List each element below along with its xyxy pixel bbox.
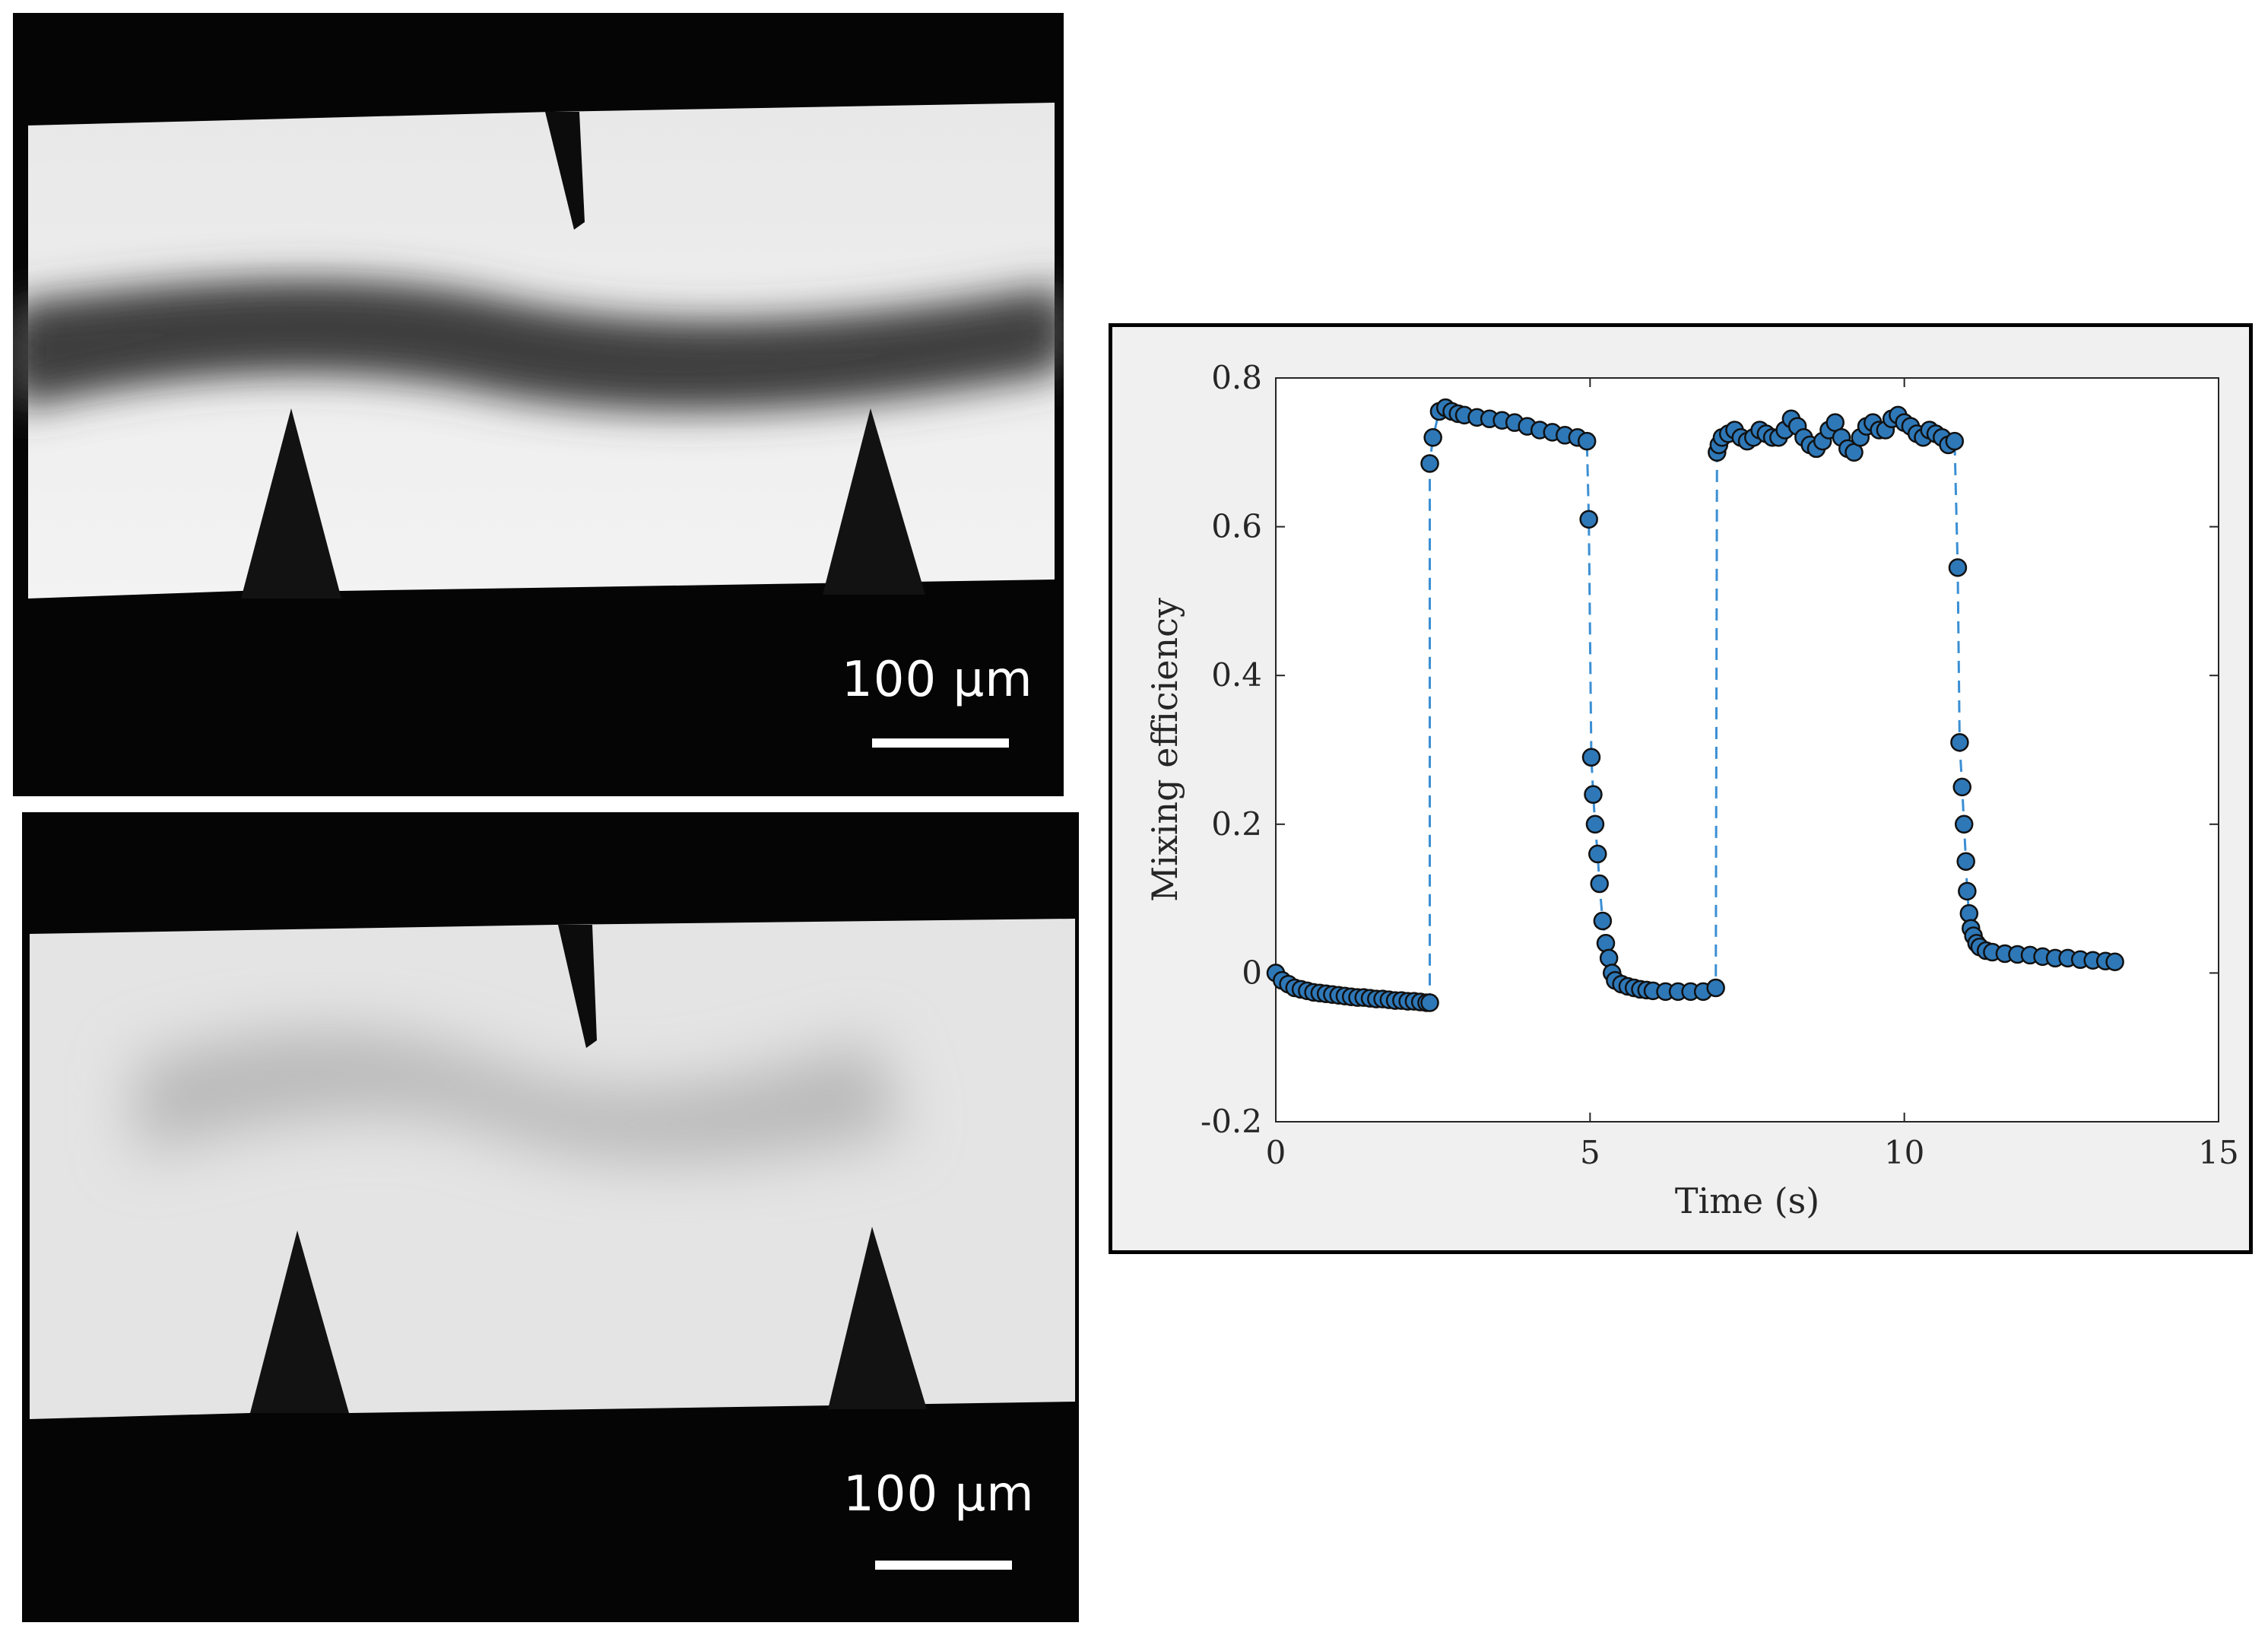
- data-point: [1956, 852, 1975, 871]
- y-tick-label: 0.8: [1211, 359, 1262, 396]
- y-tick-label: -0.2: [1201, 1103, 1262, 1140]
- scale-label-top: 100 µm: [842, 652, 1033, 708]
- x-tick-label: 5: [1580, 1134, 1600, 1171]
- y-tick-label: 0.4: [1211, 656, 1262, 694]
- micrograph-bottom: 100 µm: [22, 812, 1079, 1622]
- chart-frame: 0 5 10 15 -0.2 0 0.2 0.4 0.6 0.8 Time (s) Mixing …: [1109, 323, 2253, 1254]
- data-point: [1423, 427, 1442, 447]
- data-point: [1948, 558, 1968, 577]
- data-point: [1577, 431, 1597, 451]
- data-point: [1954, 814, 1974, 834]
- micrograph-top: 100 µm: [13, 13, 1064, 796]
- x-axis-label: Time (s): [1675, 1180, 1819, 1221]
- y-axis-label: Mixing efficiency: [1144, 598, 1185, 902]
- y-tick-label: 0.2: [1211, 805, 1262, 843]
- x-tick-label: 10: [1884, 1134, 1924, 1171]
- micrograph-top-image: [13, 13, 1064, 796]
- data-point: [1599, 948, 1619, 968]
- data-point: [1958, 881, 1977, 901]
- scale-bar-top: [872, 738, 1009, 748]
- data-point: [1945, 431, 1965, 451]
- data-point: [1952, 777, 1971, 797]
- data-point: [1706, 978, 1725, 998]
- x-tick-label: 15: [2198, 1134, 2238, 1171]
- data-point: [1593, 911, 1613, 931]
- mixing-efficiency-chart: 0 5 10 15-0.200.20.40.60.8 Time (s) Mixing …: [1144, 359, 2239, 1221]
- data-point: [1590, 874, 1609, 894]
- data-point: [1584, 785, 1603, 804]
- data-points-layer: [1266, 398, 2124, 1012]
- y-tick-label: 0: [1242, 954, 1262, 991]
- data-point: [1596, 934, 1616, 953]
- data-point: [1581, 748, 1601, 767]
- y-tick-label: 0.6: [1211, 508, 1262, 545]
- data-point: [1420, 993, 1439, 1012]
- data-point: [1579, 510, 1598, 529]
- data-point: [1420, 454, 1439, 473]
- scale-bar-bottom: [875, 1561, 1012, 1570]
- data-point: [1585, 814, 1605, 834]
- data-point: [1950, 732, 1969, 752]
- micrograph-bottom-image: [22, 812, 1079, 1622]
- x-tick-label: 0: [1266, 1134, 1286, 1171]
- scale-label-bottom: 100 µm: [843, 1466, 1035, 1523]
- data-point: [2105, 952, 2124, 971]
- axis-ticks: 0 5 10 15-0.200.20.40.60.8: [1201, 359, 2239, 1171]
- data-point: [1588, 844, 1607, 864]
